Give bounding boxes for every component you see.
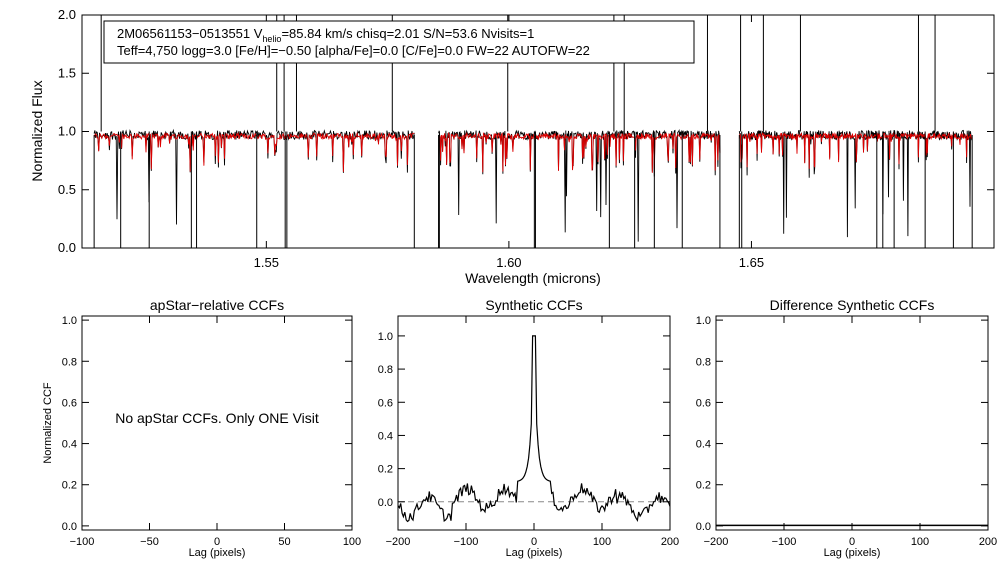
difference-ccf-x-label: Lag (pixels)	[824, 547, 881, 559]
spectrum-ticks: 1.55 1.60 1.65 0.0 0.5 1.0 1.5 2.0	[58, 7, 994, 270]
observed-spectrum-line	[93, 128, 415, 225]
x-tick-label: −50	[140, 536, 159, 548]
synthetic-ccf-x-label: Lag (pixels)	[506, 547, 563, 559]
difference-ccf-panel: −200 −100 0 100 200 0.0 0.2 0.4 0.6 0.8 1.0 Differ…	[696, 297, 997, 559]
y-tick-label: 0.0	[62, 521, 77, 533]
y-tick-label: 0.2	[378, 464, 393, 476]
spectrum-lines	[93, 15, 973, 248]
x-tick-label: 0	[214, 536, 220, 548]
y-tick-label: 1.0	[378, 331, 393, 343]
y-tick-label: 0.4	[378, 430, 393, 442]
apstar-ccf-ticks: −100 −50 0 50 100 0.0 0.2 0.4 0.6 0.8 1.0	[62, 315, 361, 548]
x-tick-label: −200	[704, 536, 729, 548]
x-tick-label: 0	[849, 536, 855, 548]
difference-ccf-frame	[715, 315, 989, 531]
spectrum-y-label: Normalized Flux	[29, 80, 45, 181]
annotation-line-2: Teff=4,750 logg=3.0 [Fe/H]=−0.50 [alpha/…	[117, 43, 590, 58]
apstar-ccf-x-label: Lag (pixels)	[189, 547, 246, 559]
apstar-ccf-panel: −100 −50 0 50 100 0.0 0.2 0.4 0.6 0.8 1.0 apStar−r…	[42, 297, 361, 559]
y-tick-label: 0.8	[378, 364, 393, 376]
x-tick-label: 100	[593, 536, 611, 548]
y-tick-label: 0.6	[378, 397, 393, 409]
x-tick-label: −100	[70, 536, 95, 548]
y-tick-label: 0.2	[696, 480, 711, 492]
model-spectrum-line	[93, 131, 415, 172]
y-tick-label: 0.4	[696, 439, 711, 451]
y-tick-label: 0.6	[62, 397, 77, 409]
x-tick-label: −100	[772, 536, 797, 548]
model-spectrum-line	[738, 131, 973, 169]
y-tick-label: 1.0	[58, 124, 76, 139]
x-tick-label: −100	[454, 536, 479, 548]
spectrum-x-label: Wavelength (microns)	[465, 270, 601, 286]
observed-spectrum-line	[438, 128, 721, 242]
y-tick-label: 1.5	[58, 65, 76, 80]
annotation-line-1-start: 2M06561153−0513551 V	[117, 26, 263, 41]
annotation-subscript: helio	[262, 34, 281, 44]
y-tick-label: 1.0	[62, 315, 77, 327]
apstar-ccf-title: apStar−relative CCFs	[150, 297, 284, 313]
synthetic-ccf-frame	[397, 315, 671, 531]
y-tick-label: 0.4	[62, 439, 77, 451]
difference-ccf-title: Difference Synthetic CCFs	[770, 297, 935, 313]
x-tick-label: 100	[911, 536, 929, 548]
x-tick-label: 1.55	[254, 255, 279, 270]
annotation-line-1: 2M06561153−0513551 Vhelio=85.84 km/s chi…	[117, 26, 534, 44]
difference-ccf-ticks: −200 −100 0 100 200 0.0 0.2 0.4 0.6 0.8 1.0	[696, 315, 997, 548]
y-tick-label: 0.0	[696, 521, 711, 533]
x-tick-label: 50	[278, 536, 290, 548]
y-tick-label: 0.2	[62, 480, 77, 492]
x-tick-label: 200	[661, 536, 679, 548]
x-tick-label: 1.65	[739, 255, 764, 270]
x-tick-label: 0	[531, 536, 537, 548]
y-tick-label: 0.6	[696, 397, 711, 409]
spectrum-panel: 1.55 1.60 1.65 0.0 0.5 1.0 1.5 2.0 2M06561153−0…	[29, 7, 995, 286]
synthetic-ccf-title: Synthetic CCFs	[485, 297, 582, 313]
y-tick-label: 2.0	[58, 7, 76, 22]
y-tick-label: 0.0	[58, 240, 76, 255]
synthetic-ccf-lines	[397, 335, 671, 523]
annotation-line-1-end: =85.84 km/s chisq=2.01 S/N=53.6 Nvisits=…	[281, 26, 534, 41]
model-spectrum-line	[438, 131, 721, 173]
x-tick-label: 1.60	[496, 255, 521, 270]
synthetic-ccf-ticks: −200 −100 0 100 200 0.0 0.2 0.4 0.6 0.8 1.0	[378, 316, 679, 548]
y-tick-label: 0.8	[696, 356, 711, 368]
synthetic-ccf-line	[397, 335, 671, 523]
synthetic-ccf-panel: −200 −100 0 100 200 0.0 0.2 0.4 0.6 0.8 1.0 Synthe…	[378, 297, 679, 559]
no-ccf-message: No apStar CCFs. Only ONE Visit	[115, 410, 319, 426]
apstar-ccf-y-label: Normalized CCF	[42, 382, 54, 464]
x-tick-label: 100	[343, 536, 361, 548]
y-tick-label: 0.0	[378, 497, 393, 509]
y-tick-label: 0.5	[58, 182, 76, 197]
y-tick-label: 1.0	[696, 315, 711, 327]
y-tick-label: 0.8	[62, 356, 77, 368]
x-tick-label: −200	[386, 536, 411, 548]
x-tick-label: 200	[979, 536, 997, 548]
annotation-box	[103, 20, 695, 64]
